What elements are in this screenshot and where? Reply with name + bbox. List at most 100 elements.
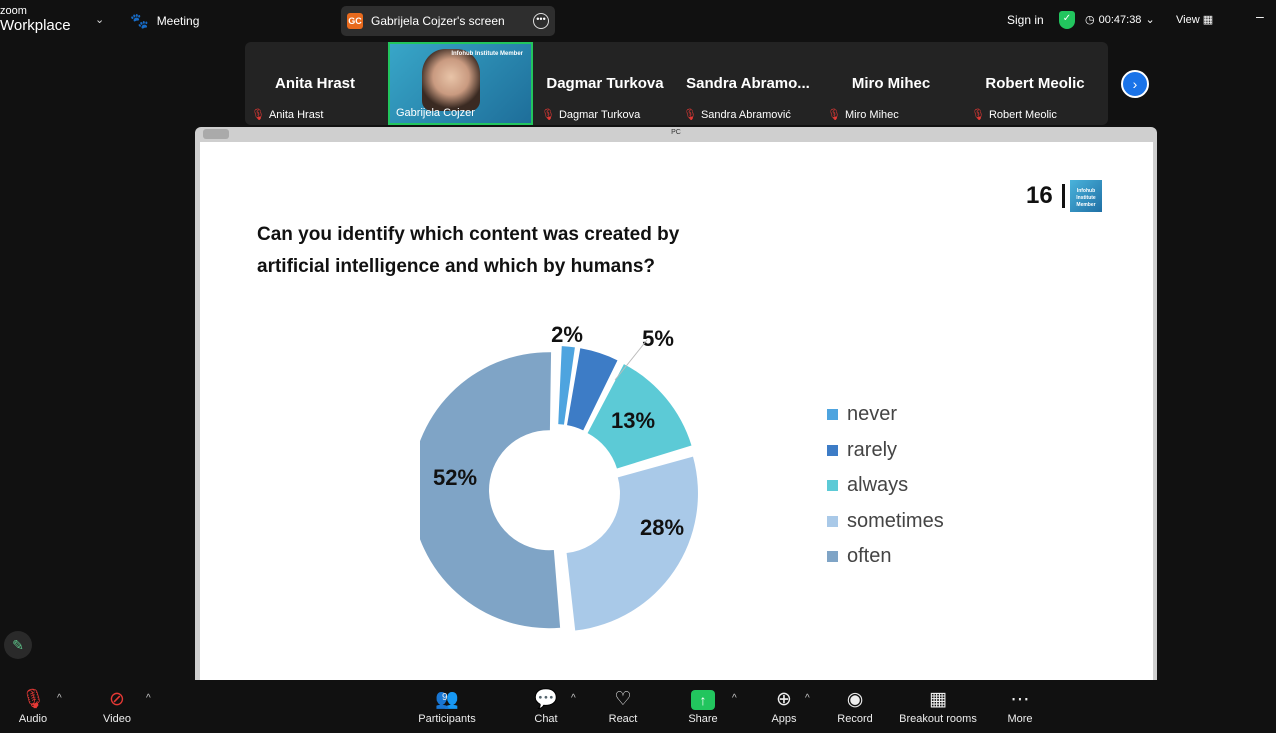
participant-label-text: Miro Mihec: [844, 108, 899, 121]
participant-name: Dagmar Turkova: [546, 75, 664, 92]
participant-name: Robert Meolic: [985, 75, 1085, 92]
apps-label: Apps: [771, 713, 797, 725]
more-icon: ⋯: [1010, 689, 1030, 710]
apps-icon: ⊕: [776, 689, 792, 710]
meeting-toolbar: 🎙 Audio ^ ⊘ Video ^ 👥 9 Participants 💬 Ch…: [0, 683, 1276, 733]
participant-label-text: Robert Meolic: [988, 108, 1057, 121]
pie-slice-never: [558, 346, 575, 425]
paw-icon: 🐾: [130, 13, 149, 30]
legend-item-always: always: [827, 468, 944, 504]
audio-button[interactable]: 🎙 Audio: [14, 687, 52, 725]
chat-icon: 💬: [534, 689, 558, 710]
chevron-up-icon[interactable]: ^: [805, 693, 810, 704]
participant-tile[interactable]: Sandra Abramo... 🎙 Sandra Abramović: [677, 42, 819, 125]
screen-share-label: Gabrijela Cojzer's screen: [371, 14, 505, 28]
participant-tile[interactable]: Miro Mihec 🎙 Miro Mihec: [821, 42, 961, 125]
legend-label: rarely: [847, 438, 898, 461]
participant-tile[interactable]: Dagmar Turkova 🎙 Dagmar Turkova: [535, 42, 675, 125]
meeting-label: Meeting: [156, 14, 200, 28]
meeting-timer[interactable]: ◷ 00:47:38 ⌄: [1085, 13, 1155, 27]
legend-item-never: never: [827, 397, 944, 433]
minimize-icon[interactable]: –: [1256, 8, 1264, 24]
pie-slice-often: [420, 352, 561, 629]
participant-label: 🎙 Anita Hrast: [251, 108, 324, 122]
next-page-button[interactable]: ›: [1121, 70, 1149, 98]
mic-muted-icon: 🎙: [971, 109, 985, 121]
audio-label: Audio: [18, 713, 48, 725]
chevron-up-icon[interactable]: ^: [732, 693, 737, 704]
mic-muted-icon: 🎙: [541, 109, 555, 121]
share-button[interactable]: ↑ Share: [686, 687, 720, 725]
participant-tile[interactable]: Robert Meolic 🎙 Robert Meolic: [965, 42, 1105, 125]
legend-swatch: [827, 515, 838, 527]
breakout-rooms-button[interactable]: ▦ Breakout rooms: [896, 687, 980, 725]
participant-label: 🎙 Dagmar Turkova: [541, 108, 641, 122]
clock-icon: ◷: [1085, 14, 1095, 26]
participants-button[interactable]: 👥 9 Participants: [414, 687, 480, 725]
participant-label-text: Anita Hrast: [268, 108, 324, 121]
view-button[interactable]: View ▦: [1176, 13, 1213, 26]
logo-line2: Workplace: [0, 17, 71, 34]
data-label-rarely: 5%: [642, 326, 674, 351]
participant-label: 🎙 Miro Mihec: [827, 108, 899, 122]
chevron-up-icon[interactable]: ^: [571, 693, 576, 704]
divider: [1062, 184, 1065, 208]
leader-line: [614, 339, 648, 381]
share-label: Share: [688, 713, 718, 725]
video-label: Video: [103, 713, 131, 725]
record-button[interactable]: ◉ Record: [836, 687, 874, 725]
participant-label: Gabrijela Cojzer: [396, 107, 475, 119]
legend-item-rarely: rarely: [827, 433, 944, 469]
shield-check-icon[interactable]: ✓: [1059, 11, 1075, 29]
more-icon[interactable]: •••: [533, 13, 549, 29]
window-thumbnail-icon: [203, 129, 229, 139]
participants-icon: 👥 9: [414, 687, 480, 713]
participants-count: 9: [442, 692, 448, 703]
apps-button[interactable]: ⊕ Apps: [768, 687, 800, 725]
frame-title-bar: PC: [195, 127, 1157, 141]
frame-label: PC: [671, 129, 681, 136]
data-label-never: 2%: [551, 322, 583, 347]
legend-swatch: [827, 551, 838, 563]
sharer-avatar: GC: [347, 13, 363, 29]
chat-button[interactable]: 💬 Chat: [530, 687, 562, 725]
record-label: Record: [837, 713, 873, 725]
legend-label: never: [847, 403, 898, 426]
chat-label: Chat: [534, 713, 558, 725]
mic-muted-icon: 🎙: [251, 109, 265, 121]
speaker-video: [422, 49, 480, 111]
react-label: React: [608, 713, 638, 725]
legend-swatch: [827, 480, 838, 492]
pie-slice-rarely: [567, 348, 618, 431]
zoom-logo[interactable]: zoom Workplace: [0, 6, 71, 34]
donut-chart: 2% 5% 13% 28% 52%: [420, 322, 698, 631]
infohub-logo: Infohub Institute Member: [1070, 180, 1102, 212]
screen-share-pill[interactable]: GC Gabrijela Cojzer's screen •••: [341, 6, 555, 36]
more-button[interactable]: ⋯ More: [1004, 687, 1036, 725]
chevron-down-icon: ⌄: [1145, 14, 1155, 26]
video-badge: Infohub Institute Member: [451, 51, 523, 57]
mic-muted-icon: 🎙: [827, 109, 841, 121]
chevron-down-icon[interactable]: ⌄: [95, 14, 105, 26]
participant-tile[interactable]: Anita Hrast 🎙 Anita Hrast: [245, 42, 385, 125]
mic-off-icon: 🎙: [20, 689, 46, 710]
chevron-up-icon[interactable]: ^: [146, 693, 151, 704]
meeting-menu[interactable]: 🐾 Meeting: [130, 12, 199, 30]
breakout-grid-icon: ▦: [929, 689, 947, 710]
legend-label: sometimes: [847, 509, 944, 532]
top-bar: zoom Workplace ⌄ 🐾 Meeting GC Gabrijela …: [0, 0, 1276, 42]
chevron-up-icon[interactable]: ^: [57, 693, 62, 704]
legend-swatch: [827, 409, 838, 421]
legend-swatch: [827, 444, 838, 456]
react-button[interactable]: ♡ React: [606, 687, 640, 725]
participant-label: 🎙 Robert Meolic: [971, 108, 1057, 122]
active-speaker-tile[interactable]: Infohub Institute Member Gabrijela Cojze…: [388, 42, 533, 125]
video-off-icon: ⊘: [109, 689, 125, 710]
pencil-icon[interactable]: ✎: [4, 631, 32, 659]
participant-label-text: Dagmar Turkova: [558, 108, 641, 121]
sign-in-link[interactable]: Sign in: [1007, 13, 1044, 27]
participant-name: Miro Mihec: [851, 75, 931, 92]
legend-label: often: [847, 545, 892, 568]
question-line1: Can you identify which content was creat…: [257, 224, 680, 245]
video-button[interactable]: ⊘ Video: [98, 687, 136, 725]
